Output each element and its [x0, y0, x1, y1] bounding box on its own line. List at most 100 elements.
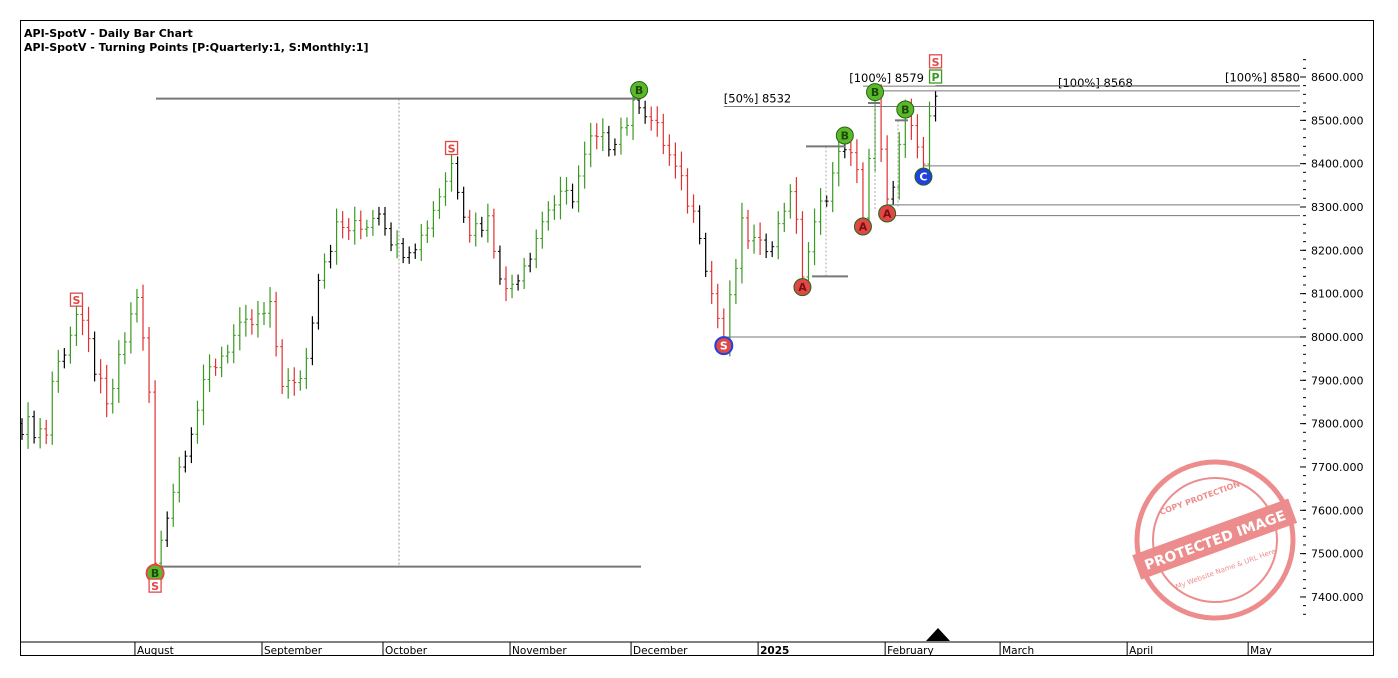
y-tick-label: 8100.000 [1311, 288, 1364, 301]
signal-box-marker: S [148, 578, 162, 593]
price-bar [600, 118, 605, 152]
price-bar [419, 223, 424, 261]
price-bar [110, 378, 115, 414]
price-bar [770, 241, 775, 258]
price-bar [552, 195, 557, 220]
marker-letter: S [151, 580, 159, 593]
price-bar [201, 364, 206, 426]
x-month-label: May [1250, 645, 1272, 657]
price-bar [20, 418, 24, 440]
x-month-label: 2025 [760, 645, 789, 657]
price-bar [885, 135, 890, 213]
price-bar [842, 142, 847, 159]
price-bar [540, 211, 545, 249]
price-bar [788, 184, 793, 219]
y-tick-label: 7400.000 [1311, 591, 1364, 604]
price-bar [104, 364, 109, 418]
marker-circle [793, 278, 812, 297]
price-bar [782, 202, 787, 233]
price-bar [292, 367, 297, 396]
y-tick-label: 7800.000 [1311, 418, 1364, 431]
price-bar [891, 180, 896, 206]
price-bar [74, 303, 79, 346]
price-bar [618, 117, 623, 155]
marker-circle [866, 83, 885, 102]
price-bar [594, 123, 599, 150]
marker-circle [835, 126, 854, 145]
price-bar [534, 229, 539, 269]
price-bar [830, 162, 835, 213]
price-bar [794, 177, 799, 234]
price-bar [177, 456, 182, 503]
price-bar [352, 206, 357, 245]
signal-box-marker: S [69, 292, 84, 307]
price-bar [836, 138, 841, 187]
y-tick-label: 8000.000 [1311, 331, 1364, 344]
price-bar [703, 232, 708, 278]
price-bar [401, 238, 406, 264]
y-tick-label: 8500.000 [1311, 114, 1364, 127]
stamp-ring-text: COPY PROTECTION [1158, 479, 1241, 516]
price-bar [679, 151, 684, 191]
price-bar [213, 358, 218, 376]
price-bar [897, 131, 902, 200]
price-bar [128, 302, 133, 354]
stamp-text: PROTECTED IMAGE [1143, 508, 1288, 574]
price-bar [709, 261, 714, 304]
price-bar [867, 148, 871, 228]
marker-circle [914, 167, 933, 186]
target-level-label: [50%] 8532 [724, 91, 791, 105]
price-bar [280, 339, 285, 394]
price-bar [461, 186, 466, 223]
price-bar [328, 244, 333, 269]
price-bar [733, 259, 738, 305]
turning-point-marker: C [914, 167, 933, 186]
marker-box [69, 292, 84, 307]
price-bar [776, 211, 781, 260]
price-bar [824, 195, 829, 207]
price-bar [667, 134, 672, 166]
y-tick-label: 8400.000 [1311, 158, 1364, 171]
price-bar [661, 113, 666, 155]
price-bar [262, 301, 266, 326]
price-bar [62, 348, 67, 369]
price-bar [237, 307, 242, 351]
price-bar [183, 450, 188, 473]
price-bar [758, 222, 763, 255]
turning-point-marker: B [835, 126, 854, 145]
price-bar [364, 219, 369, 237]
price-bar [691, 194, 696, 223]
stamp-band [1132, 498, 1298, 580]
price-bar [407, 246, 412, 264]
price-bar [516, 274, 521, 291]
price-bar [171, 483, 176, 527]
price-bar [715, 283, 720, 329]
price-bar [800, 211, 805, 286]
x-month-label: March [1002, 645, 1034, 657]
price-bar [147, 327, 152, 403]
price-bar [806, 242, 811, 287]
price-bar [316, 273, 321, 330]
price-bar [334, 208, 339, 265]
price-bar [443, 172, 448, 206]
price-bar [243, 304, 248, 337]
y-tick-label: 7700.000 [1311, 461, 1364, 474]
price-bar [860, 162, 865, 226]
price-bar [673, 142, 678, 179]
price-bar [32, 410, 37, 444]
marker-letter: B [871, 86, 879, 99]
turning-point-marker: B [896, 100, 915, 119]
marker-letter: B [841, 129, 849, 142]
x-month-label: November [512, 645, 567, 657]
y-tick-label: 7500.000 [1311, 548, 1364, 561]
price-bar [346, 218, 351, 241]
price-bar [431, 201, 436, 238]
y-tick-label: 8300.000 [1311, 201, 1364, 214]
price-bar [625, 117, 629, 136]
price-bar [195, 400, 200, 444]
current-bar-triangle-icon [926, 628, 950, 641]
price-bar [98, 359, 103, 394]
signal-box-marker: P [928, 69, 943, 84]
marker-letter: B [635, 84, 643, 97]
